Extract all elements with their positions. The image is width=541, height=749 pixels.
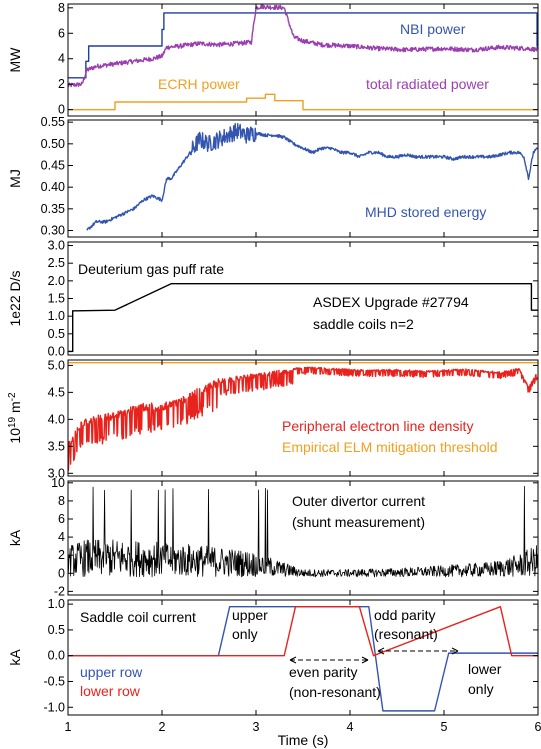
- panel-frame: [67, 599, 539, 716]
- series-upper-row: [68, 606, 538, 712]
- label-elm-threshold: Empirical ELM mitigation threshold: [282, 439, 498, 455]
- label-non-resonant: (non-resonant): [289, 684, 381, 700]
- y-tick-label: -1.0: [43, 700, 65, 714]
- legend-upper-row: upper row: [80, 664, 143, 680]
- y-tick-label: 1.5: [48, 292, 65, 306]
- series-lower-row: [68, 606, 538, 657]
- panel-frame: [67, 480, 539, 596]
- y-tick-label: 4.5: [48, 385, 65, 399]
- label-lower-only-2: only: [468, 681, 494, 697]
- y-tick-label: 2.5: [48, 256, 65, 270]
- x-axis-label: Time (s): [278, 732, 329, 748]
- label-total-radiated-power: total radiated power: [366, 76, 489, 92]
- arrow-even-parity: [289, 656, 369, 664]
- label-even-parity: even parity: [289, 664, 357, 680]
- y-tick-label: 1.0: [48, 597, 65, 611]
- series-deuterium-gas-puff-rate: [68, 282, 538, 353]
- y-tick-label: 2: [58, 548, 65, 562]
- label-lower-only-1: lower: [468, 661, 502, 677]
- y-tick-label: 3.0: [48, 466, 65, 480]
- y-tick-label: 5.0: [48, 358, 65, 372]
- label-nbi-power: NBI power: [400, 21, 466, 37]
- series-total-radiated-power: [68, 4, 538, 88]
- panel-frame: [67, 119, 539, 238]
- label-saddle-coils: saddle coils n=2: [313, 316, 414, 332]
- series-ecrh-power: [68, 93, 538, 111]
- label-divertor-current: Outer divertor current: [292, 493, 425, 509]
- panel-3: 0.0 0.5 1.0 1.5 2.0 2.5 3.0 1e22 D/s: [7, 239, 539, 358]
- x-tick-label: 3: [253, 720, 260, 734]
- panel-frame: [67, 359, 539, 477]
- series-mhd-stored-energy: [86, 122, 538, 231]
- y-tick-label: 10: [51, 476, 65, 490]
- y-tick-label: 0.50: [41, 137, 65, 151]
- y-tick-label: 6: [58, 26, 65, 40]
- label-ecrh-power: ECRH power: [158, 76, 240, 92]
- legend-lower-row: lower row: [80, 683, 141, 699]
- panel-6: -1.0 -0.5 0.0 0.5 1.0 1 2 3 4 5 6 kA: [7, 597, 541, 734]
- label-upper-only-2: only: [232, 626, 258, 642]
- x-tick-label: 5: [441, 720, 448, 734]
- y-axis-label: MW: [7, 47, 23, 73]
- panel-frame: [67, 3, 539, 117]
- label-upper-only-1: upper: [232, 607, 268, 623]
- y-tick-label: 4: [58, 52, 65, 66]
- y-tick-label: 8: [58, 1, 65, 15]
- y-tick-label: 3.0: [48, 239, 65, 253]
- y-tick-label: -0.5: [43, 674, 65, 688]
- y-tick-label: 0.40: [41, 180, 65, 194]
- panel-4: 3.0 3.5 4.0 4.5 5.0 1019 m-2: [7, 358, 539, 480]
- y-tick-label: 1.0: [48, 309, 65, 323]
- label-shunt-measurement: (shunt measurement): [292, 514, 425, 530]
- y-tick-label: 0.0: [48, 344, 65, 358]
- y-tick-label: 0: [58, 103, 65, 117]
- y-tick-label: 6: [58, 512, 65, 526]
- series-nbi-power: [68, 12, 538, 79]
- x-tick-label: 6: [535, 720, 541, 734]
- x-tick-label: 2: [159, 720, 166, 734]
- y-axis-label: 1019 m-2: [7, 392, 23, 444]
- label-gas-puff: Deuterium gas puff rate: [78, 261, 224, 277]
- label-resonant: (resonant): [374, 626, 438, 642]
- x-tick-label: 1: [65, 720, 72, 734]
- y-tick-label: 0.5: [48, 623, 65, 637]
- y-tick-label: 4.0: [48, 412, 65, 426]
- label-odd-parity: odd parity: [374, 607, 435, 623]
- y-tick-label: 0.5: [48, 327, 65, 341]
- y-tick-label: 0.0: [48, 649, 65, 663]
- y-axis-label: kA: [7, 649, 23, 666]
- series-outer-divertor-current: [68, 486, 538, 578]
- y-tick-label: 0.45: [41, 159, 65, 173]
- y-axis-label: MJ: [7, 169, 23, 188]
- series-peripheral-electron-line-density: [68, 366, 538, 472]
- label-saddle-current: Saddle coil current: [80, 609, 196, 625]
- panel-2: 0.30 0.35 0.40 0.45 0.50 0.55 MJ: [7, 115, 539, 238]
- y-tick-label: 0.30: [41, 224, 65, 238]
- y-tick-label: 4: [58, 530, 65, 544]
- panel-1: 0 2 4 6 8 MW: [7, 1, 539, 117]
- arrow-odd-parity: [377, 647, 459, 655]
- panel-5: -2 0 2 4 6 8 10 kA: [7, 476, 539, 598]
- y-tick-label: 8: [58, 494, 65, 508]
- y-axis-label: kA: [7, 529, 23, 546]
- y-tick-label: 0.35: [41, 202, 65, 216]
- y-axis-label: 1e22 D/s: [7, 270, 23, 326]
- y-tick-label: 0.55: [41, 115, 65, 129]
- label-electron-density: Peripheral electron line density: [282, 418, 473, 434]
- y-tick-label: 2.0: [48, 274, 65, 288]
- label-shot-number: ASDEX Upgrade #27794: [313, 294, 469, 310]
- y-tick-label: -2: [54, 584, 65, 598]
- x-tick-label: 4: [347, 720, 354, 734]
- y-tick-label: 0: [58, 566, 65, 580]
- label-mhd-stored-energy: MHD stored energy: [365, 204, 486, 220]
- y-tick-label: 2: [58, 77, 65, 91]
- y-tick-label: 3.5: [48, 439, 65, 453]
